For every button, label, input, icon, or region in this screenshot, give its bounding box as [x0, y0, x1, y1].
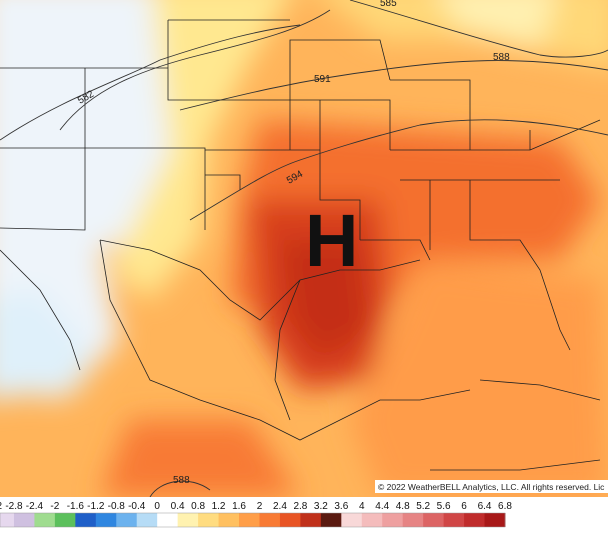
colorbar-tick-label: -1.2 — [87, 501, 105, 512]
colorbar-tick-label: 5.6 — [437, 501, 451, 512]
colorbar-cell — [239, 513, 260, 527]
colorbar-tick-label: 0.8 — [191, 501, 205, 512]
colorbar-tick-label: -0.4 — [128, 501, 146, 512]
colorbar-cell — [484, 513, 506, 527]
colorbar-tick-label: 6 — [461, 501, 467, 512]
colorbar-cell — [13, 513, 35, 527]
colorbar-tick-label: 2 — [257, 501, 263, 512]
colorbar-cell — [75, 513, 97, 527]
colorbar-cell — [279, 513, 301, 527]
colorbar-cell — [402, 513, 424, 527]
colorbar-tick-label: -3.2 — [0, 501, 3, 512]
colorbar-tick-label: 3.2 — [314, 501, 328, 512]
colorbar-tick-label: 2.4 — [273, 501, 287, 512]
colorbar-cell — [361, 513, 383, 527]
colorbar-cell — [34, 513, 56, 527]
colorbar-cell — [341, 513, 363, 527]
colorbar-tick-label: 0 — [154, 501, 160, 512]
colorbar-tick-label: 4.4 — [375, 501, 389, 512]
colorbar-tick-label: -1.6 — [67, 501, 85, 512]
colorbar-cell — [136, 513, 158, 527]
colorbar-cell — [259, 513, 281, 527]
colorbar-tick-label: 1.2 — [212, 501, 226, 512]
contour-label: 588 — [173, 475, 190, 486]
colorbar-tick-label: 1.6 — [232, 501, 246, 512]
colorbar-cell — [464, 513, 486, 527]
colorbar-tick-label: 4.8 — [396, 501, 410, 512]
colorbar-cell — [116, 513, 138, 527]
colorbar-tick-label: -2.8 — [5, 501, 23, 512]
colorbar-tick-label: 5.2 — [416, 501, 430, 512]
contour-label: 591 — [314, 74, 331, 85]
colorbar-cell — [300, 513, 322, 527]
colorbar-tick-label: 2.8 — [293, 501, 307, 512]
colorbar-cell — [0, 513, 15, 527]
colorbar-tick-label: -2 — [50, 501, 59, 512]
colorbar-frame — [0, 512, 506, 528]
borders — [0, 19, 601, 471]
copyright-box — [375, 480, 608, 493]
colorbar-cell — [54, 513, 76, 527]
colorbar-tick-label: 0.4 — [171, 501, 185, 512]
colorbar-cell — [95, 513, 117, 527]
colorbar-tick-label: 4 — [359, 501, 365, 512]
colorbar-tick-label: -0.8 — [108, 501, 126, 512]
colorbar-tick-label: 6.4 — [478, 501, 492, 512]
map: 582 585 588 591 594 588 H © 2022 Weather… — [0, 0, 608, 497]
contour-label: 588 — [493, 52, 510, 63]
contour-label: 585 — [380, 0, 397, 9]
contours — [0, 0, 608, 497]
colorbar-cell — [218, 513, 240, 527]
high-pressure-label: H — [305, 199, 358, 282]
colorbar-cell — [198, 513, 220, 527]
colorbar-cell — [320, 513, 342, 527]
colorbar-tick-label: 3.6 — [334, 501, 348, 512]
colorbar-cell — [177, 513, 199, 527]
colorbar-cell — [157, 513, 179, 527]
colorbar-cell — [443, 513, 465, 527]
colorbar-tick-label: 6.8 — [498, 501, 512, 512]
copyright: © 2022 WeatherBELL Analytics, LLC. All r… — [378, 482, 605, 492]
colorbar: -3.2-2.8-2.4 -2 -1.6-1.2-0.8-0.4 0 0.4 0.8 1.2… — [0, 501, 512, 528]
colorbar-tick-label: -2.4 — [26, 501, 44, 512]
colorbar-cell — [423, 513, 445, 527]
colorbar-cell — [382, 513, 404, 527]
